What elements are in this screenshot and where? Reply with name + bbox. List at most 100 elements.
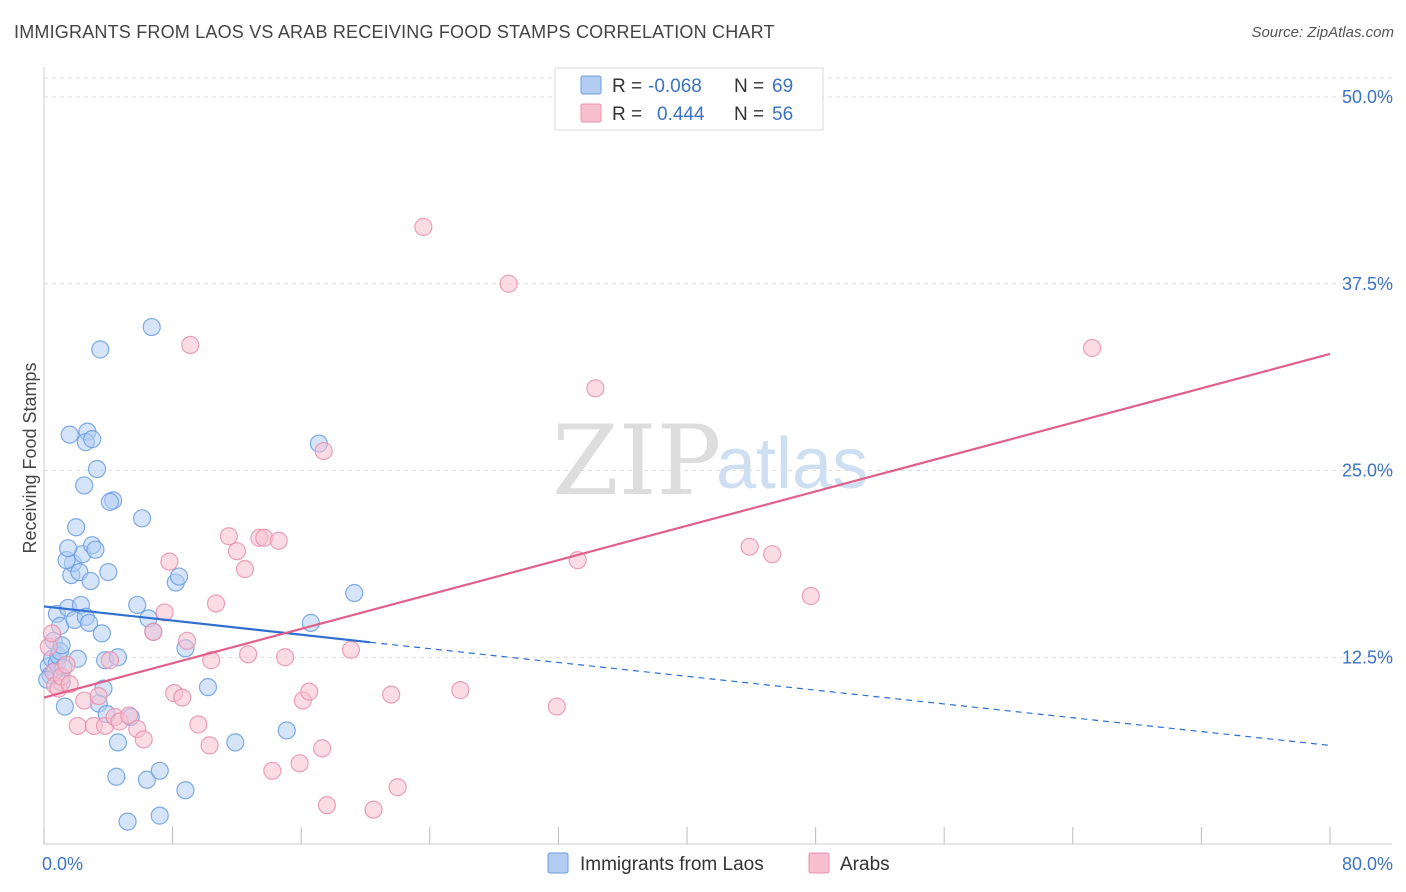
scatter-point bbox=[87, 459, 107, 479]
scatter-point bbox=[128, 595, 147, 615]
scatter-point bbox=[277, 721, 296, 740]
scatter-point bbox=[341, 640, 361, 659]
scatter-point bbox=[160, 552, 179, 571]
scatter-point bbox=[414, 217, 433, 237]
x-tick-label: 0.0% bbox=[42, 854, 83, 874]
scatter-point bbox=[226, 733, 245, 752]
scatter-point bbox=[276, 648, 295, 667]
scatter-point bbox=[198, 678, 218, 697]
x-tick-labels: 0.0% 80.0% bbox=[42, 854, 1393, 874]
scatter-point bbox=[108, 733, 128, 752]
scatter-point bbox=[55, 697, 74, 716]
y-axis-title: Receiving Food Stamps bbox=[20, 362, 40, 553]
scatter-point bbox=[202, 651, 221, 670]
x-tick-label: 80.0% bbox=[1342, 854, 1393, 874]
scatter-point bbox=[89, 686, 108, 706]
scatter-point bbox=[176, 781, 195, 800]
trend-line bbox=[43, 352, 1331, 699]
scatter-point bbox=[144, 622, 163, 641]
scatter-point bbox=[177, 631, 197, 650]
scatter-point bbox=[763, 545, 782, 564]
chart-title: IMMIGRANTS FROM LAOS VS ARAB RECEIVING F… bbox=[14, 22, 775, 42]
scatter-point bbox=[312, 739, 332, 758]
scatter-point bbox=[92, 624, 111, 643]
scatter-point bbox=[317, 796, 337, 815]
scatter-point bbox=[382, 685, 401, 704]
trend-line bbox=[43, 605, 371, 644]
scatter-point bbox=[173, 688, 192, 707]
scatter-point bbox=[83, 430, 102, 449]
legend-swatch-laos bbox=[580, 75, 602, 95]
bottom-legend-swatch-arabs bbox=[808, 852, 830, 874]
scatter-point bbox=[345, 583, 364, 603]
trend-lines bbox=[43, 352, 1331, 746]
scatter-point bbox=[100, 492, 120, 511]
scatter-point bbox=[68, 716, 87, 736]
bottom-legend-label-arabs: Arabs bbox=[840, 854, 890, 875]
scatter-point bbox=[227, 542, 246, 561]
scatter-point bbox=[137, 770, 156, 789]
bottom-legend: Immigrants from Laos Arabs bbox=[547, 852, 890, 875]
scatter-point bbox=[451, 681, 470, 700]
watermark-atlas: atlas bbox=[716, 424, 868, 504]
scatter-point bbox=[60, 675, 79, 694]
legend-n-label-laos: N = bbox=[734, 76, 764, 97]
scatter-point bbox=[239, 645, 258, 664]
scatter-point bbox=[59, 539, 78, 558]
legend-r-label-laos: R = bbox=[612, 76, 642, 97]
scatter-point bbox=[269, 531, 288, 550]
y-tick-label: 50.0% bbox=[1342, 87, 1393, 107]
scatter-point bbox=[200, 736, 219, 755]
scatter-point bbox=[155, 603, 174, 622]
scatter-point bbox=[142, 317, 161, 337]
scatter-point bbox=[801, 586, 820, 606]
legend-r-value-laos: -0.068 bbox=[648, 76, 702, 97]
legend-swatch-arabs bbox=[580, 103, 602, 123]
scatter-point bbox=[499, 274, 518, 293]
scatter-point bbox=[388, 778, 407, 797]
series-arabs-points bbox=[39, 217, 1102, 819]
scatter-point bbox=[132, 509, 152, 528]
bottom-legend-label-laos: Immigrants from Laos bbox=[580, 854, 764, 875]
scatter-point bbox=[134, 730, 153, 749]
legend-n-label-arabs: N = bbox=[734, 104, 764, 125]
scatter-point bbox=[290, 754, 309, 773]
scatter-point bbox=[189, 715, 208, 734]
legend-r-value-arabs: 0.444 bbox=[657, 104, 705, 125]
legend-r-label-arabs: R = bbox=[612, 104, 642, 125]
axes bbox=[43, 67, 1392, 845]
y-tick-label: 25.0% bbox=[1342, 461, 1393, 481]
scatter-point bbox=[57, 655, 76, 674]
scatter-point bbox=[235, 560, 255, 579]
scatter-point bbox=[100, 651, 120, 670]
scatter-point bbox=[586, 379, 605, 398]
scatter-point bbox=[42, 624, 62, 643]
watermark-zip: ZIP bbox=[552, 405, 721, 517]
scatter-point bbox=[150, 806, 169, 825]
y-tick-label: 37.5% bbox=[1342, 274, 1393, 294]
legend-box: R = -0.068 N = 69 R = 0.444 N = 56 bbox=[554, 67, 824, 131]
scatter-point bbox=[79, 613, 99, 632]
scatter-point bbox=[75, 476, 94, 495]
scatter-point bbox=[86, 540, 105, 559]
scatter-point bbox=[99, 562, 118, 582]
source-label: Source: ZipAtlas.com bbox=[1251, 24, 1394, 41]
scatter-point bbox=[314, 441, 333, 461]
scatter-point bbox=[740, 537, 759, 556]
scatter-point bbox=[81, 571, 100, 591]
scatter-point bbox=[181, 335, 200, 355]
scatter-point bbox=[91, 340, 110, 359]
scatter-point bbox=[118, 812, 137, 831]
y-tick-labels: 12.5% 25.0% 37.5% 50.0% bbox=[1342, 87, 1393, 667]
scatter-point bbox=[547, 697, 566, 716]
scatter-point bbox=[1082, 338, 1102, 358]
scatter-point bbox=[219, 527, 238, 546]
scatter-point bbox=[120, 706, 139, 725]
scatter-point bbox=[150, 761, 169, 780]
bottom-legend-swatch-laos bbox=[547, 852, 569, 874]
series-laos-points bbox=[38, 317, 364, 831]
scatter-point bbox=[263, 761, 282, 780]
legend-n-value-laos: 69 bbox=[772, 76, 793, 97]
scatter-point bbox=[60, 425, 79, 444]
legend-n-value-arabs: 56 bbox=[772, 104, 793, 125]
